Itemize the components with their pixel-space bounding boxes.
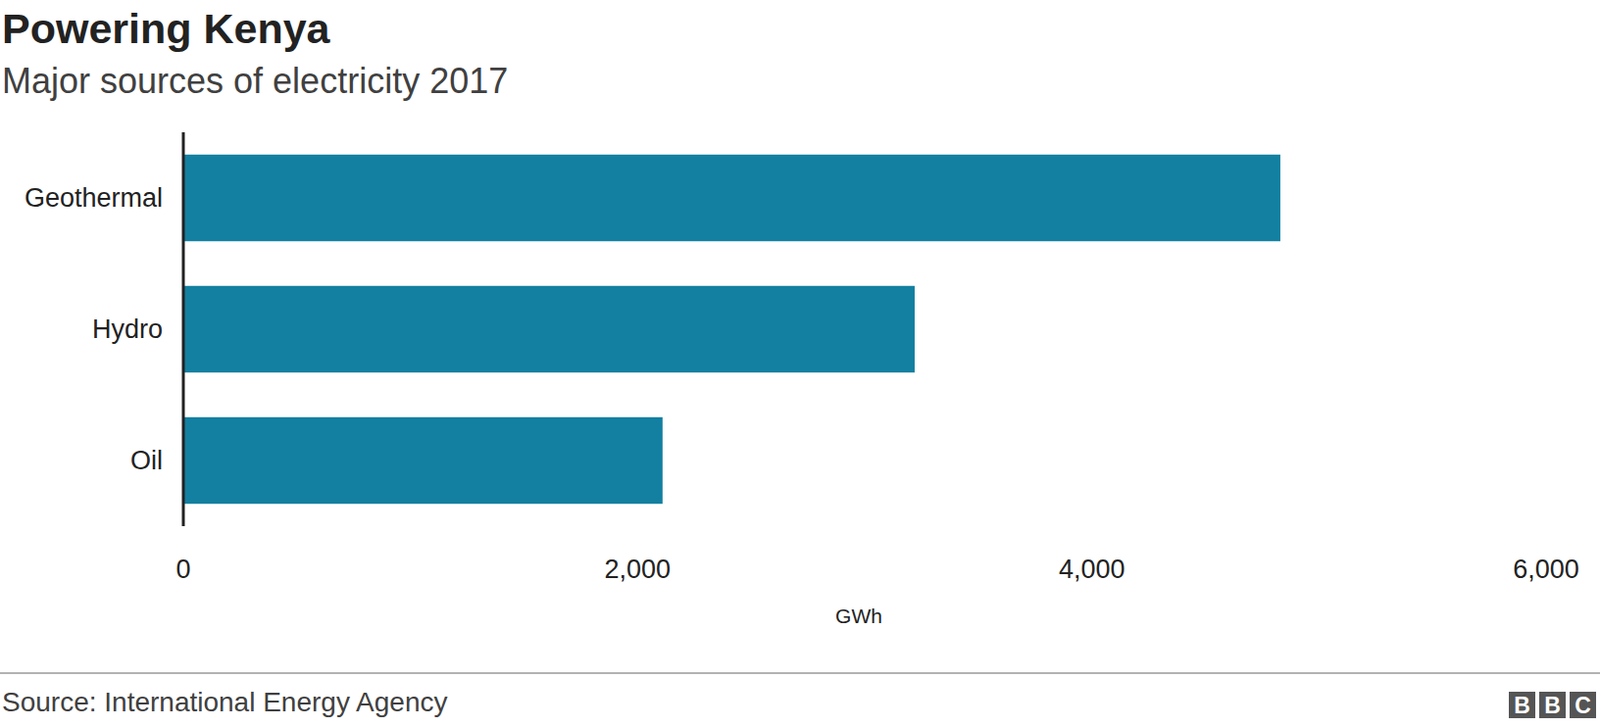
category-label: Geothermal [24,183,163,213]
bar [183,154,1281,242]
logo: BBC [1508,692,1597,719]
logo-box [1569,692,1597,719]
bar [183,417,663,504]
bars [183,154,1281,504]
tick-label: 2,000 [604,554,672,585]
tick-label: 4,000 [1058,554,1126,585]
title: Powering Kenya [1,4,332,52]
logo-box [1508,692,1536,719]
subtitle: Major sources of electricity 2017 [1,60,508,101]
chart-svg: Powering Kenya Major sources of electrici… [0,0,1600,727]
category-label: Hydro [92,314,163,345]
axis-line [182,132,186,527]
footer-rule [0,672,1600,675]
chart-container: Powering Kenya Major sources of electrici… [0,0,1600,727]
category-label: Oil [130,446,163,476]
bar [183,286,915,373]
tick-label: 6,000 [1512,554,1580,585]
tick-label: 0 [175,554,191,585]
axis-label: GWh [835,604,883,628]
source: Source: International Energy Agency [1,687,449,718]
logo-text: BBC [1513,693,1592,719]
logo-box [1539,692,1566,719]
